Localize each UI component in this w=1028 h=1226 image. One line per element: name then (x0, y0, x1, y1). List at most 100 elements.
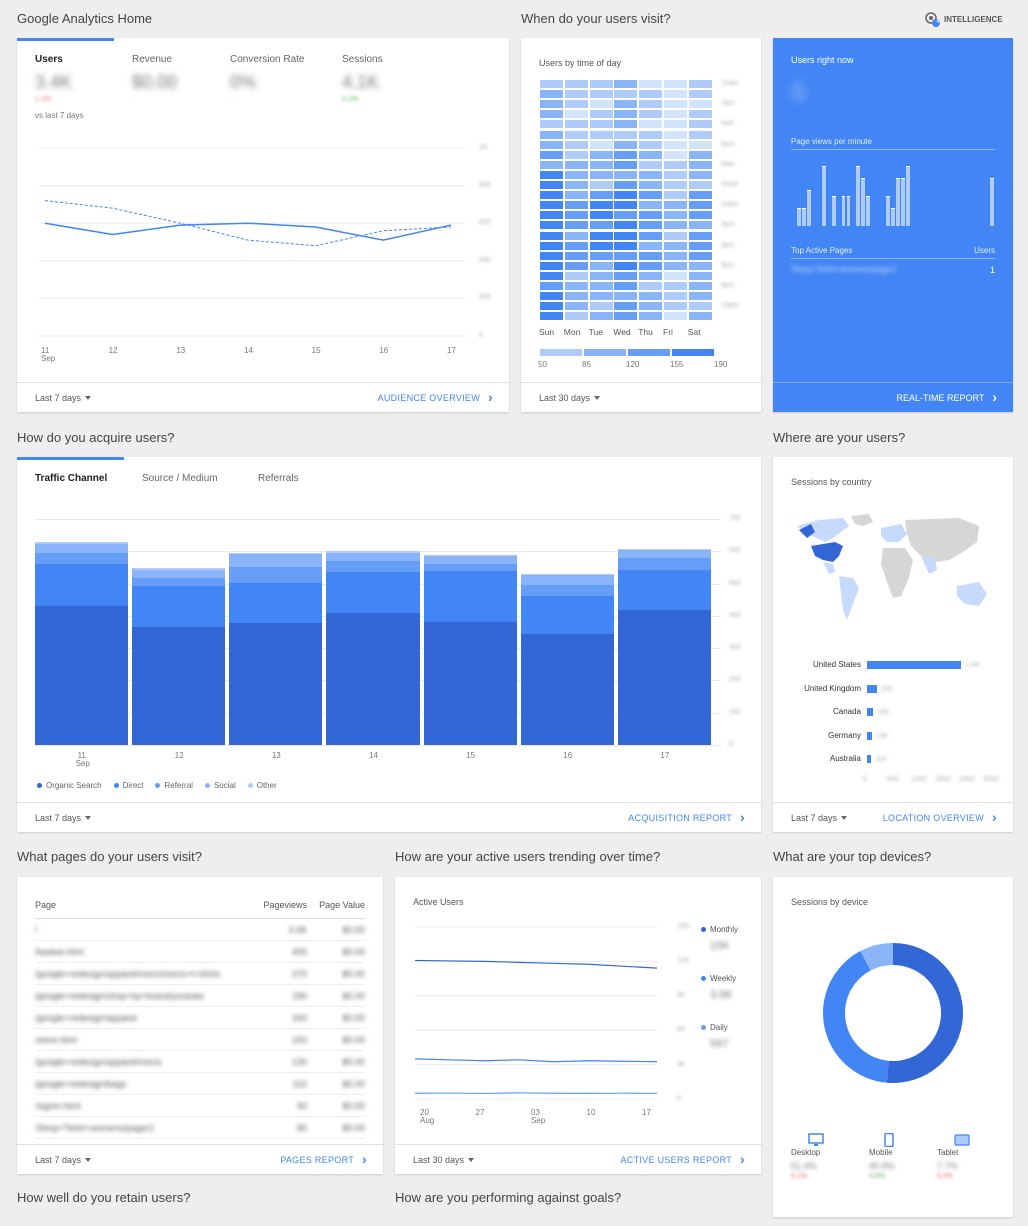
pages-report-link[interactable]: PAGES REPORT › (280, 1152, 367, 1166)
heatmap-cell (688, 140, 712, 149)
tab-traffic-channel[interactable]: Traffic Channel (35, 473, 108, 484)
heatmap-cell (688, 170, 712, 179)
location-overview-link[interactable]: LOCATION OVERVIEW › (883, 809, 997, 825)
heatmap-cell (639, 160, 663, 169)
date-range-dropdown[interactable]: Last 30 days (539, 393, 601, 403)
heatmap-cell (664, 120, 687, 129)
pageview-bar (801, 208, 806, 226)
y-tick-label: 600 (729, 547, 741, 555)
heatmap-cell (589, 261, 613, 270)
heatmap-cell (639, 90, 663, 99)
heatmap-cell (664, 150, 687, 159)
heatmap-cell (564, 221, 588, 230)
hour-label: 10pm (721, 302, 739, 310)
country-value: 110 (875, 756, 887, 763)
table-row[interactable]: /google+redesign/apparel 160 $0.00 (35, 1007, 365, 1029)
table-row[interactable]: / 3.0K $0.00 (35, 919, 365, 941)
tab-users[interactable]: Users (35, 54, 63, 65)
heatmap-cell (639, 292, 663, 301)
heatmap-cell (564, 90, 588, 99)
legend-value: 3.9K (710, 989, 733, 1001)
device-value: 51.4% (791, 1161, 817, 1171)
x-tick-label: 13 (271, 751, 281, 760)
page-value: $0.00 (342, 1122, 365, 1133)
bar-segment-organic-search (132, 627, 226, 745)
table-row[interactable]: /basket.html 400 $0.00 (35, 941, 365, 963)
pages-table-header: Page Pageviews Page Value (35, 891, 365, 919)
date-range-dropdown[interactable]: Last 7 days (35, 813, 92, 823)
heatmap-cell (564, 100, 588, 109)
legend-label: Social (213, 781, 236, 790)
compare-text: vs last 7 days (35, 111, 84, 120)
pageviews-value: 400 (291, 946, 307, 957)
map-europe (881, 524, 907, 542)
active-users-title: Active Users (413, 897, 464, 907)
heatmap-cell (664, 282, 687, 290)
heatmap-cell (589, 312, 613, 321)
date-range-dropdown[interactable]: Last 7 days (791, 813, 848, 823)
heatmap-cell (639, 181, 663, 189)
legend-label: 155 (670, 360, 684, 369)
realtime-report-link[interactable]: REAL-TIME REPORT › (773, 382, 1013, 412)
tab-revenue[interactable]: Revenue (132, 54, 173, 65)
x-tick-label: 13 (176, 346, 186, 355)
table-row[interactable]: /Shop+Tshirt+womens/page/1 80 $0.00 (35, 1117, 365, 1139)
tablet-icon (954, 1133, 997, 1147)
date-range-dropdown[interactable]: Last 30 days (413, 1155, 475, 1165)
intelligence-button[interactable]: 4 INTELLIGENCE (924, 11, 1003, 27)
chevron-right-icon: › (992, 389, 997, 405)
bar-segment-referral (423, 564, 517, 571)
legend-item: Daily 597 (701, 1023, 761, 1050)
pages-table-body: / 3.0K $0.00/basket.html 400 $0.00/google+re… (35, 919, 365, 1139)
day-label: Mon (563, 327, 581, 337)
pageviews-value: 160 (291, 1012, 307, 1023)
page-path: /signin.html (35, 1100, 81, 1111)
bar-segment-social (229, 554, 323, 568)
heatmap-cell (614, 261, 638, 270)
bar-segment-direct (229, 582, 323, 623)
heatmap-cell (688, 110, 712, 119)
bar-segment-direct (520, 596, 614, 634)
heatmap-cell (614, 160, 638, 169)
date-range-dropdown[interactable]: Last 7 days (35, 1155, 92, 1165)
table-row[interactable]: /google+redesign/bags 110 $0.00 (35, 1073, 365, 1095)
y-tick-label: 0 (677, 1095, 681, 1102)
tab-referrals[interactable]: Referrals (258, 473, 299, 484)
table-row[interactable]: /store.html 150 $0.00 (35, 1029, 365, 1051)
tab-source-medium[interactable]: Source / Medium (142, 473, 218, 484)
country-bar (867, 708, 873, 716)
table-row[interactable]: /signin.html 90 $0.00 (35, 1095, 365, 1117)
page-value: $0.00 (342, 968, 365, 979)
page-value: $0.00 (342, 1100, 365, 1111)
series-line-daily (414, 1092, 658, 1095)
legend-dot (113, 783, 119, 788)
device-delta: 6.1% (791, 1173, 807, 1180)
map-india (921, 556, 937, 574)
device-stats: Desktop 51.4% 6.1% Mobile 40.9% 4.8% Tablet 7.7… (773, 1132, 1013, 1203)
device-value: 7.7% (937, 1161, 958, 1171)
pageview-bar (900, 178, 905, 226)
table-row[interactable]: /google+redesign/shop+by+brand/youtube 19… (35, 985, 365, 1007)
bar-segment-direct (423, 570, 517, 623)
heatmap-cell (664, 90, 687, 99)
legend-item: Weekly 3.9K (701, 974, 761, 1001)
tab-conversion-rate[interactable]: Conversion Rate (230, 54, 305, 65)
heatmap-cell (639, 302, 663, 311)
date-range-dropdown[interactable]: Last 7 days (35, 393, 92, 403)
acquisition-report-link[interactable]: ACQUISITION REPORT › (628, 810, 745, 824)
day-label: Sat (687, 327, 701, 337)
x-tick-label: 15 (466, 751, 476, 760)
table-row[interactable]: /google+redesign/apparel/mens/mens+t+shi… (35, 963, 365, 985)
chevron-right-icon: › (992, 809, 997, 825)
heatmap-cell (664, 160, 687, 169)
pageview-bar (821, 166, 826, 226)
audience-overview-link[interactable]: AUDIENCE OVERVIEW › (378, 390, 493, 404)
device-name: Tablet (937, 1148, 959, 1157)
active-users-report-link[interactable]: ACTIVE USERS REPORT › (620, 1152, 745, 1166)
heatmap-cell (614, 211, 638, 220)
table-row[interactable]: /google+redesign/apparel/mens 130 $0.00 (35, 1051, 365, 1073)
tab-sessions[interactable]: Sessions (342, 54, 383, 65)
heatmap-cell (614, 292, 638, 301)
bar-segment-organic-search (35, 606, 129, 745)
map-mexico (823, 562, 835, 574)
